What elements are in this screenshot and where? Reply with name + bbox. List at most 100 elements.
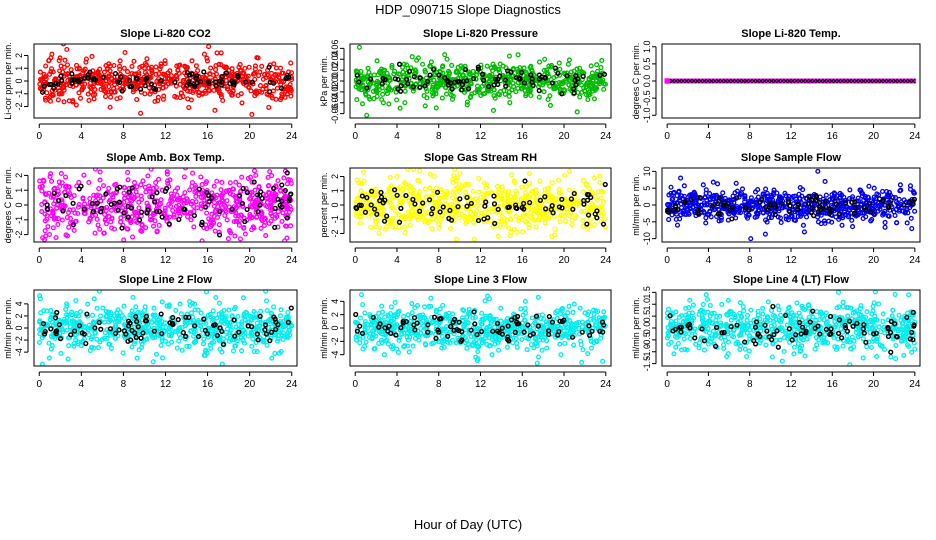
data-point xyxy=(199,238,205,242)
data-point xyxy=(100,79,106,85)
data-point xyxy=(436,81,442,87)
data-point xyxy=(276,350,283,356)
data-point xyxy=(392,208,398,214)
data-point xyxy=(203,180,209,187)
data-point-black xyxy=(861,78,866,84)
data-point xyxy=(414,194,421,200)
data-point-black xyxy=(213,83,219,89)
data-point xyxy=(87,196,93,202)
data-point xyxy=(228,230,234,236)
data-point xyxy=(288,206,294,213)
data-point xyxy=(499,190,506,196)
data-point xyxy=(363,91,369,97)
data-point xyxy=(243,74,249,80)
data-point xyxy=(201,197,207,203)
data-point xyxy=(476,175,482,181)
data-point xyxy=(521,65,527,71)
x-tick-label: 16 xyxy=(202,131,214,142)
data-point xyxy=(496,66,502,72)
data-point xyxy=(156,176,162,182)
data-point xyxy=(133,86,139,92)
data-point-black xyxy=(559,91,565,97)
data-point-black xyxy=(901,202,907,208)
data-point xyxy=(506,209,512,215)
y-tick-label: 2 xyxy=(330,174,340,179)
data-point-black xyxy=(893,78,898,84)
data-point xyxy=(246,64,252,70)
data-point xyxy=(152,98,158,104)
data-point xyxy=(707,208,713,214)
data-point xyxy=(508,216,514,222)
x-tick-label: 12 xyxy=(160,379,172,390)
data-point xyxy=(142,184,148,190)
data-point-black xyxy=(364,85,370,91)
data-point xyxy=(402,88,408,94)
data-point-black xyxy=(232,333,238,339)
data-point xyxy=(483,191,489,197)
data-point xyxy=(220,190,226,196)
data-point xyxy=(886,189,892,195)
data-point xyxy=(752,189,759,195)
data-point xyxy=(552,86,558,92)
scatter-points xyxy=(37,44,295,118)
data-point-black xyxy=(199,219,205,225)
data-point-black xyxy=(850,78,856,84)
x-tick-label: 0 xyxy=(36,131,42,142)
data-point xyxy=(536,217,542,223)
data-point xyxy=(76,179,82,185)
y-tick-label: 0 xyxy=(14,202,24,207)
data-point xyxy=(266,182,272,189)
data-point xyxy=(537,178,543,184)
data-point xyxy=(114,318,120,324)
data-point-black xyxy=(537,197,544,203)
data-point-black xyxy=(116,79,123,86)
data-point xyxy=(280,330,286,336)
data-point xyxy=(596,79,602,85)
data-point xyxy=(476,189,482,195)
data-point xyxy=(212,76,218,82)
data-point xyxy=(249,343,255,349)
data-point-black xyxy=(112,70,119,77)
data-point-black xyxy=(730,78,735,84)
data-point xyxy=(189,198,195,204)
data-point xyxy=(107,104,113,110)
data-point xyxy=(208,314,214,320)
data-point xyxy=(252,314,258,320)
data-point xyxy=(167,326,173,332)
data-point xyxy=(167,177,173,183)
data-point xyxy=(220,198,226,204)
data-point xyxy=(428,303,434,309)
data-point xyxy=(252,63,258,69)
x-tick-label: 12 xyxy=(160,255,172,266)
data-point xyxy=(431,173,437,179)
data-point-black xyxy=(90,208,96,215)
data-point-black xyxy=(910,201,916,207)
data-point-black xyxy=(279,198,285,204)
data-point xyxy=(103,221,109,227)
data-point xyxy=(576,200,582,207)
data-point-black xyxy=(70,200,76,206)
data-point xyxy=(542,56,548,62)
data-point-black xyxy=(45,206,51,212)
data-point xyxy=(165,180,171,187)
data-point-black xyxy=(192,323,198,329)
data-point xyxy=(443,192,449,198)
data-point xyxy=(863,214,869,220)
data-point xyxy=(679,205,685,211)
data-point xyxy=(499,195,505,201)
data-point xyxy=(443,91,450,97)
data-point xyxy=(436,198,442,204)
x-tick-label: 0 xyxy=(664,131,670,142)
plot-frame xyxy=(33,43,298,119)
data-point xyxy=(105,89,111,95)
data-point-outlier xyxy=(125,169,131,175)
data-point-black xyxy=(503,83,509,89)
data-point-black xyxy=(229,206,235,212)
data-point xyxy=(587,185,593,192)
data-point-black xyxy=(151,328,158,334)
data-point-black xyxy=(60,208,66,214)
data-point xyxy=(138,89,144,95)
data-point-black xyxy=(396,61,403,67)
data-point xyxy=(150,312,156,318)
